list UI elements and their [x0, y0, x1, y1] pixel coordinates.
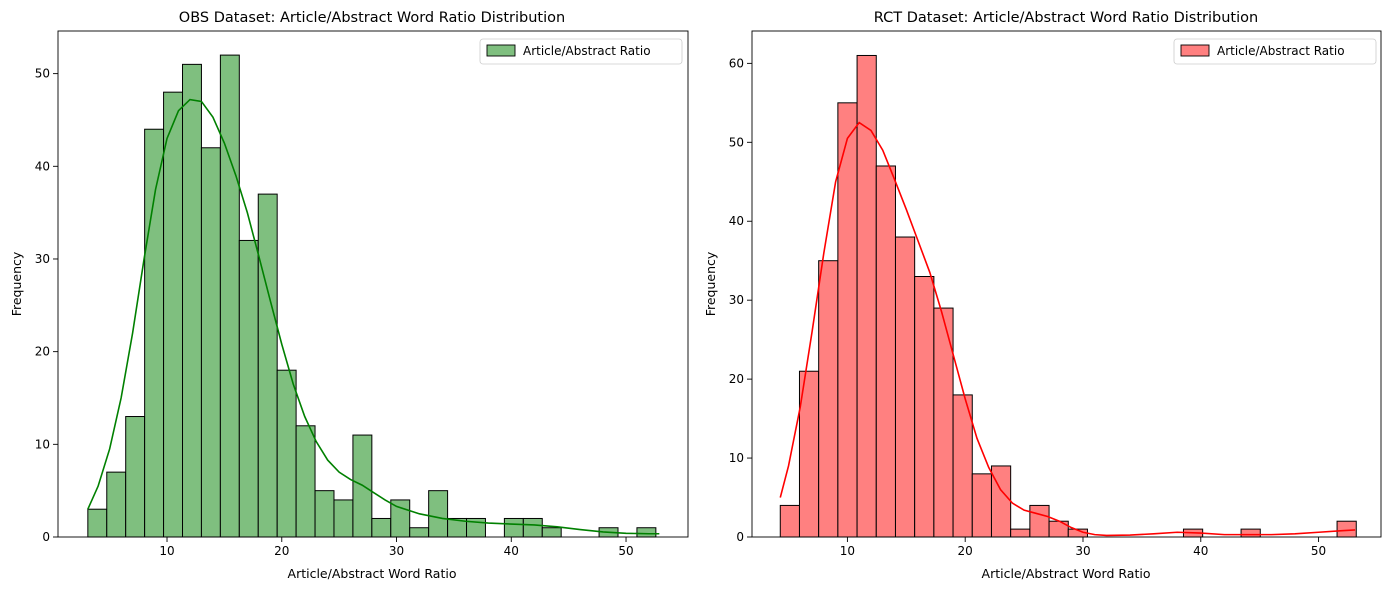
obs-bar-7	[219, 54, 240, 538]
rct-bar-13	[1029, 504, 1050, 538]
obs-bar-22	[503, 517, 524, 538]
obs-bar-29	[636, 527, 657, 538]
rct-histogram-marks	[779, 54, 1357, 538]
obs-x-tick-label-20: 20	[274, 544, 289, 558]
obs-bar-9	[257, 193, 278, 538]
rct-x-tick-label-10: 10	[840, 544, 855, 558]
rct-chart-title: RCT Dataset: Article/Abstract Word Ratio…	[874, 10, 1258, 26]
obs-x-tick-label-30: 30	[389, 544, 404, 558]
obs-bar-2	[125, 416, 146, 538]
obs-y-axis-label: Frequency	[9, 251, 24, 316]
obs-bar-15	[371, 517, 392, 538]
rct-legend-label: Article/Abstract Ratio	[1217, 44, 1345, 58]
rct-bar-5	[875, 165, 896, 538]
rct-histogram-panel: RCT Dataset: Article/Abstract Word Ratio…	[703, 10, 1382, 581]
rct-bar-10	[971, 473, 992, 538]
rct-bar-3	[837, 102, 858, 538]
rct-y-tick-label-0: 0	[736, 530, 744, 544]
rct-x-tick-label-20: 20	[958, 544, 973, 558]
obs-y-tick-label-10: 10	[35, 437, 50, 451]
rct-y-tick-label-30: 30	[729, 293, 744, 307]
obs-x-tick-label-10: 10	[159, 544, 174, 558]
obs-x-tick-label-50: 50	[618, 544, 633, 558]
obs-y-tick-label-0: 0	[42, 530, 50, 544]
rct-bar-6	[894, 236, 916, 538]
rct-y-axis-label: Frequency	[703, 251, 718, 316]
obs-axis-ticks: 10 20 30 40 50 0 10 20 30 40 50	[35, 67, 634, 558]
obs-legend-swatch	[486, 44, 516, 57]
obs-bar-5	[182, 63, 202, 538]
obs-bar-11	[295, 425, 316, 538]
rct-y-tick-label-20: 20	[729, 372, 744, 386]
rct-y-tick-label-10: 10	[729, 451, 744, 465]
obs-y-tick-label-50: 50	[35, 67, 50, 81]
rct-bar-0	[779, 504, 800, 538]
rct-kde-line	[779, 121, 1356, 537]
obs-bar-17	[409, 527, 430, 538]
rct-plot-frame	[751, 30, 1382, 538]
obs-y-tick-label-40: 40	[35, 159, 50, 173]
obs-bar-6	[200, 147, 221, 538]
obs-y-tick-label-20: 20	[35, 345, 50, 359]
obs-chart-title: OBS Dataset: Article/Abstract Word Ratio…	[179, 10, 565, 26]
obs-bar-0	[87, 508, 108, 538]
obs-legend-label: Article/Abstract Ratio	[523, 44, 651, 58]
obs-bar-24	[541, 527, 562, 538]
rct-legend: Article/Abstract Ratio	[1173, 38, 1377, 65]
rct-bar-2	[818, 260, 839, 538]
obs-kde-line	[87, 98, 660, 535]
rct-bar-7	[914, 276, 935, 538]
rct-y-tick-label-60: 60	[729, 56, 744, 70]
obs-bar-18	[428, 490, 449, 538]
rct-legend-box	[1173, 38, 1377, 65]
rct-bar-24	[1240, 528, 1261, 538]
obs-plot-frame	[57, 30, 689, 538]
rct-bar-9	[952, 394, 973, 538]
obs-bar-23	[522, 517, 543, 538]
rct-x-tick-label-50: 50	[1311, 544, 1326, 558]
rct-x-tick-label-40: 40	[1193, 544, 1208, 558]
obs-legend-box	[479, 38, 683, 65]
obs-bar-1	[106, 471, 127, 538]
rct-axis-ticks: 10 20 30 40 50 0 10 20 30 40 50 60	[729, 56, 1326, 558]
obs-bar-13	[333, 499, 354, 538]
rct-bar-12	[1010, 528, 1031, 538]
obs-bar-3	[144, 128, 165, 538]
rct-x-axis-label: Article/Abstract Word Ratio	[982, 566, 1151, 581]
obs-bar-12	[314, 490, 335, 538]
obs-y-tick-label-30: 30	[35, 252, 50, 266]
rct-x-tick-label-30: 30	[1075, 544, 1090, 558]
obs-histogram-panel: OBS Dataset: Article/Abstract Word Ratio…	[9, 10, 689, 581]
obs-x-axis-label: Article/Abstract Word Ratio	[288, 566, 457, 581]
obs-x-tick-label-40: 40	[504, 544, 519, 558]
rct-legend-swatch	[1180, 44, 1210, 57]
obs-bar-4	[163, 91, 184, 538]
rct-bar-29	[1336, 520, 1357, 538]
obs-histogram-marks	[87, 54, 660, 538]
rct-y-tick-label-50: 50	[729, 135, 744, 149]
rct-y-tick-label-40: 40	[729, 214, 744, 228]
obs-bar-10	[276, 369, 297, 538]
obs-bar-8	[238, 239, 259, 538]
obs-legend: Article/Abstract Ratio	[479, 38, 683, 65]
